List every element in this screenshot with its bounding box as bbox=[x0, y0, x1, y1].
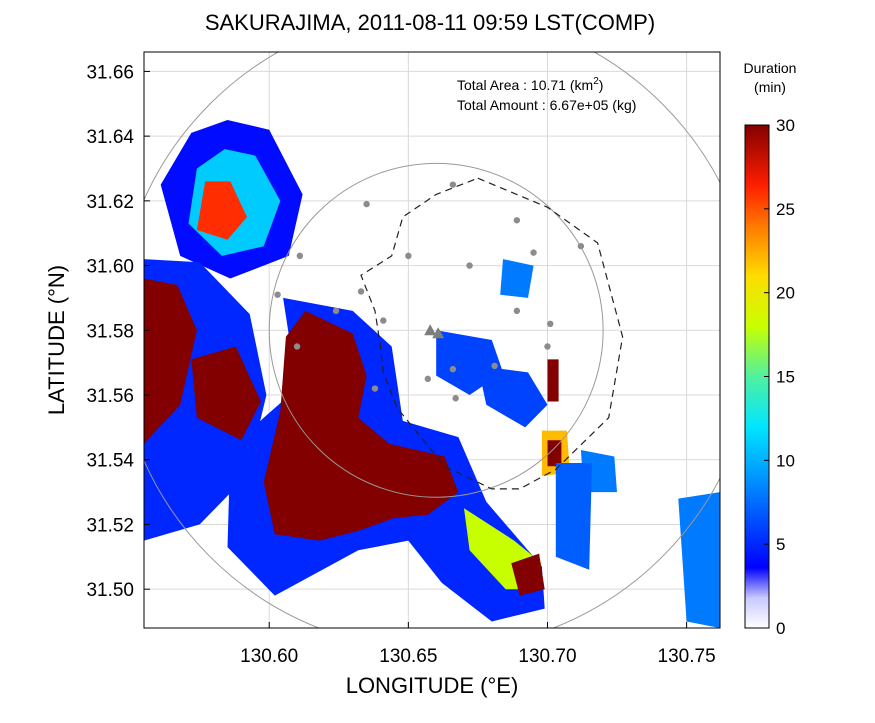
station-marker bbox=[357, 288, 365, 295]
y-axis-label: LATITUDE (°N) bbox=[44, 265, 69, 415]
station-marker bbox=[424, 375, 432, 383]
deposit-region bbox=[477, 365, 548, 428]
station-marker bbox=[449, 181, 457, 188]
chart-title: SAKURAJIMA, 2011-08-11 09:59 LST(COMP) bbox=[205, 10, 655, 35]
y-tick-label: 31.62 bbox=[86, 192, 134, 213]
station-marker bbox=[296, 252, 304, 260]
deposit-region bbox=[196, 181, 247, 240]
ash-deposit-field bbox=[144, 120, 720, 628]
station-marker bbox=[513, 307, 521, 315]
deposit-region bbox=[500, 259, 534, 298]
deposit-region bbox=[547, 359, 559, 402]
observation-region-outline bbox=[360, 177, 624, 490]
plot-frame bbox=[143, 51, 721, 629]
summit-marker bbox=[432, 327, 445, 339]
station-marker bbox=[332, 307, 340, 315]
station-marker bbox=[363, 200, 370, 208]
total-amount-text: Total Amount : 6.67e+05 (kg) bbox=[457, 97, 636, 113]
y-tick-label: 31.64 bbox=[86, 127, 134, 148]
x-tick-label: 130.75 bbox=[658, 646, 716, 667]
deposit-region bbox=[263, 310, 459, 541]
station-marker bbox=[530, 249, 537, 256]
station-marker bbox=[405, 252, 412, 260]
y-tick-label: 31.60 bbox=[86, 257, 134, 278]
colorbar-tick-label: 10 bbox=[776, 451, 795, 470]
total-area-superscript: 2 bbox=[593, 76, 599, 87]
range-circle bbox=[268, 162, 604, 498]
station-marker bbox=[544, 343, 551, 350]
station-marker bbox=[491, 362, 498, 370]
x-axis-ticks: 130.60 130.65 130.70 130.75 bbox=[240, 622, 716, 667]
colorbar-tick-label: 30 bbox=[776, 116, 795, 135]
colorbar-tick-label: 5 bbox=[776, 535, 785, 554]
colorbar-tick-label: 25 bbox=[776, 200, 795, 219]
deposit-region bbox=[555, 463, 592, 570]
colorbar-title: Duration bbox=[744, 60, 797, 76]
y-axis-ticks: 31.50 31.52 31.54 31.56 31.58 31.60 31.62 31.64… bbox=[86, 62, 150, 601]
colorbar: Duration (min) 0 5 10 15 20 25 30 bbox=[744, 60, 797, 638]
x-tick-label: 130.65 bbox=[379, 646, 437, 667]
total-area-text: Total Area : 10.71 (km2) bbox=[457, 76, 603, 93]
station-marker bbox=[513, 217, 521, 224]
colorbar-ticks: 0 5 10 15 20 25 30 bbox=[764, 116, 795, 638]
station-marker bbox=[466, 262, 473, 269]
summit-marker bbox=[424, 324, 437, 336]
colorbar-tick-label: 15 bbox=[776, 368, 795, 387]
total-area-label: Total Area : 10.71 (km bbox=[457, 77, 593, 93]
station-marker bbox=[449, 365, 457, 373]
station-marker bbox=[577, 242, 585, 250]
deposit-region bbox=[144, 278, 197, 444]
y-tick-label: 31.56 bbox=[86, 386, 134, 407]
y-tick-label: 31.52 bbox=[86, 515, 134, 536]
station-marker bbox=[380, 317, 387, 324]
y-tick-label: 31.58 bbox=[86, 321, 134, 342]
x-tick-label: 130.60 bbox=[240, 646, 298, 667]
station-marker bbox=[293, 343, 301, 350]
colorbar-tick-label: 20 bbox=[776, 284, 795, 303]
x-tick-label: 130.70 bbox=[518, 646, 576, 667]
colorbar-unit: (min) bbox=[754, 79, 786, 95]
x-axis-label: LONGITUDE (°E) bbox=[346, 673, 519, 698]
deposit-region bbox=[191, 346, 261, 441]
station-marker bbox=[547, 320, 554, 328]
station-marker bbox=[452, 395, 459, 402]
colorbar-tick-label: 0 bbox=[776, 619, 785, 638]
total-area-close: ) bbox=[599, 77, 604, 93]
station-marker bbox=[371, 385, 379, 392]
y-tick-label: 31.54 bbox=[86, 451, 134, 472]
station-marker bbox=[274, 291, 281, 298]
deposit-region bbox=[547, 440, 562, 467]
map-overlays bbox=[144, 52, 720, 628]
y-tick-label: 31.50 bbox=[86, 580, 134, 601]
deposit-region bbox=[511, 553, 545, 596]
y-tick-label: 31.66 bbox=[86, 62, 134, 83]
stats-annotation: Total Area : 10.71 (km2) Total Amount : … bbox=[457, 76, 636, 113]
